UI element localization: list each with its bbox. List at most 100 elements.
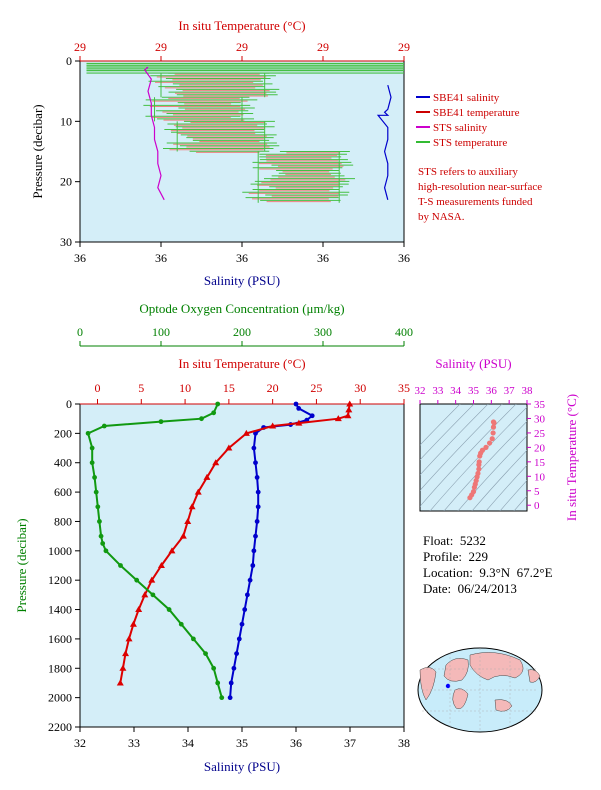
- globe-float-marker: [445, 683, 451, 689]
- plot3-ts-point: [490, 430, 496, 436]
- plot1-left-axis-title: Pressure (decibar): [30, 104, 45, 198]
- plot3-temperature-tick-label: 35: [534, 399, 546, 411]
- plot2-pressure-tick-label: 1400: [48, 603, 72, 617]
- plot3-density-contour: [485, 464, 527, 511]
- plot1-left-tick-label: 0: [66, 54, 72, 68]
- plot2-temperature-point: [125, 635, 133, 642]
- plot3-salinity-tick-label: 35: [468, 385, 480, 397]
- plot2-area: [79, 403, 405, 728]
- profile-date: Date: 06/24/2013: [423, 581, 517, 596]
- plot2-oxygen-point: [118, 563, 123, 568]
- plot2-oxygen-tick-label: 0: [77, 325, 83, 339]
- plot2-temperature-point: [168, 547, 176, 554]
- plot1-bottom-tick-label: 36: [317, 251, 329, 265]
- globe-land: [469, 652, 524, 681]
- plot2-pressure-tick-label: 2000: [48, 691, 72, 705]
- plot2-oxygen-point: [215, 401, 221, 407]
- plot2-temperature-point: [334, 415, 342, 422]
- plot3-temperature-tick-label: 10: [534, 471, 546, 483]
- globe-land: [527, 669, 541, 683]
- plot2-temperature-tick-label: 10: [179, 381, 191, 395]
- plot1-note-line: by NASA.: [418, 211, 465, 223]
- plot2-oxygen-point: [92, 475, 97, 480]
- plot3-temperature-tick-label: 5: [534, 486, 540, 498]
- plot3-ts-point: [483, 444, 489, 450]
- plot2-series-temperature: [116, 400, 354, 686]
- plot2-temperature-tick-label: 15: [223, 381, 235, 395]
- plot2-temperature-tick-label: 30: [354, 381, 366, 395]
- plot2-pressure-axis-title: Pressure (decibar): [14, 518, 29, 612]
- plot3-ts-series: [467, 419, 497, 501]
- plot2-temperature-tick-label: 20: [267, 381, 279, 395]
- plot3-density-contour: [443, 420, 527, 511]
- plot1-left-tick-label: 30: [60, 235, 72, 249]
- plot3-ts-point: [475, 470, 481, 477]
- plot2-temperature-point: [346, 400, 354, 407]
- plot2-oxygen-point: [101, 423, 107, 429]
- plot3-temperature-tick-label: 20: [534, 442, 546, 454]
- float-info: Float: 5232 Profile: 229 Location: 9.3°N…: [423, 533, 553, 597]
- plot3-ts-point: [490, 424, 497, 430]
- plot3-salinity-tick-label: 32: [415, 385, 426, 397]
- plot2-salinity-point: [293, 401, 299, 407]
- plot3-density-contour: [420, 404, 475, 461]
- plot2-oxygen-tick-label: 400: [395, 325, 413, 339]
- plot2-oxygen-point: [103, 548, 109, 554]
- plot2-temperature-tick-label: 5: [138, 381, 144, 395]
- plot2-temperature-point: [188, 503, 196, 510]
- plot2-oxygen-point: [98, 533, 104, 539]
- plot1-left-tick-label: 20: [60, 175, 72, 189]
- plot2-temperature-axis-title: In situ Temperature (°C): [178, 356, 305, 371]
- plot2-temperature-tick-label: 35: [398, 381, 410, 395]
- plot2-temperature-point: [116, 679, 124, 686]
- plot3-density-contour: [471, 449, 527, 511]
- plot1-temperature-bands: [86, 62, 404, 203]
- plot2-salinity-point: [251, 445, 257, 451]
- plot2-pressure-tick-label: 1600: [48, 632, 72, 646]
- plot2-temperature-point: [203, 473, 211, 480]
- plot2-temperature-point: [141, 591, 149, 598]
- plot2-salinity-point: [254, 519, 260, 524]
- plot1-note-line: T-S measurements funded: [418, 196, 533, 208]
- plot3-salinity-axis-title: Salinity (PSU): [435, 356, 511, 371]
- plot2-oxygen-tick-label: 300: [314, 325, 332, 339]
- plot2-temperature-point: [184, 517, 192, 524]
- plot3-temperature-axis-title: In situ Temperature (°C): [564, 394, 579, 521]
- plot2-temperature-tick-label: 25: [310, 381, 322, 395]
- plot2-temperature-point: [119, 664, 127, 671]
- plot3-temperature-tick-label: 25: [534, 428, 546, 440]
- plot2-temperature-point: [194, 488, 202, 495]
- plot2-pressure-tick-label: 1000: [48, 544, 72, 558]
- plot1-legend-label: SBE41 temperature: [433, 107, 520, 119]
- plot2-oxygen-point: [97, 519, 102, 524]
- plot2-oxygen-point: [93, 489, 99, 495]
- plot3-temperature-tick-label: 0: [534, 500, 540, 512]
- plot2-temperature-point: [148, 576, 156, 583]
- plot1-legend-label: SBE41 salinity: [433, 92, 500, 104]
- plot2-oxygen-point: [100, 541, 106, 546]
- plot3-salinity-tick-label: 33: [432, 385, 444, 397]
- plot2-pressure-tick-label: 2200: [48, 720, 72, 734]
- plot2-temperature-point: [242, 429, 250, 436]
- plot2-temperature-point: [212, 459, 220, 466]
- float-number: Float: 5232: [423, 533, 486, 548]
- plot1-top-tick-label: 29: [74, 40, 86, 54]
- plot2-pressure-tick-label: 400: [54, 456, 72, 470]
- plot1-top-tick-label: 29: [317, 40, 329, 54]
- plot1-left-tick-label: 10: [60, 114, 72, 128]
- globe-land: [443, 658, 469, 682]
- plot2-salinity-point: [234, 651, 240, 656]
- plot2-salinity-point: [242, 607, 248, 612]
- plot1-bottom-axis-title: Salinity (PSU): [204, 273, 280, 288]
- plot3-ts-point: [476, 466, 482, 472]
- plot1-bottom-tick-label: 36: [398, 251, 410, 265]
- plot2-oxygen-point: [158, 419, 164, 425]
- globe-land: [419, 667, 437, 701]
- plot1-note-line: STS refers to auxiliary: [418, 166, 518, 178]
- plot2-oxygen-point: [134, 577, 140, 583]
- plot2-salinity-tick-label: 36: [290, 736, 302, 750]
- plot1-series-sbe41-salinity: [376, 84, 392, 200]
- plot2-salinity-point: [309, 413, 315, 419]
- plot2-salinity-point: [231, 665, 237, 671]
- plot2-salinity-point: [296, 406, 302, 411]
